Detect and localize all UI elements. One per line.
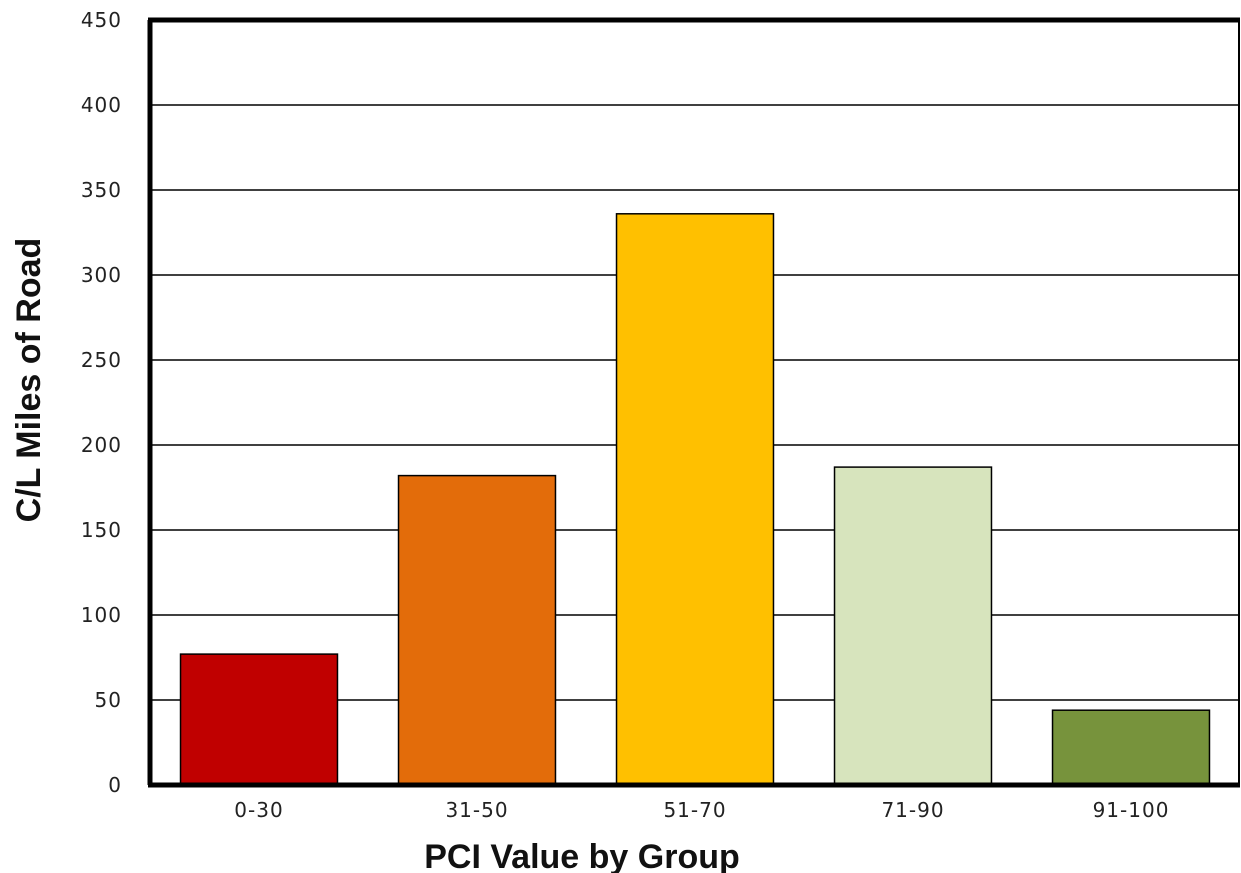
bar xyxy=(615,213,775,786)
bar xyxy=(833,466,993,786)
x-tick-label: 51-70 xyxy=(663,798,726,822)
plot-frame xyxy=(147,17,1240,788)
y-tick-label: 200 xyxy=(81,433,122,457)
y-axis-title: C/L Miles of Road xyxy=(10,238,48,523)
bar xyxy=(179,653,339,786)
y-tick-label: 300 xyxy=(81,263,122,287)
x-tick-labels: 0-30 31-50 51-70 71-90 91-100 xyxy=(234,798,1170,822)
y-tick-label: 100 xyxy=(81,603,122,627)
x-tick-label: 31-50 xyxy=(445,798,508,822)
y-tick-label: 50 xyxy=(95,688,122,712)
y-tick-labels: 0 50 100 150 200 250 300 350 400 450 xyxy=(81,8,122,797)
bar xyxy=(397,474,557,786)
y-tick-label: 350 xyxy=(81,178,122,202)
y-tick-label: 0 xyxy=(108,773,122,797)
y-tick-label: 150 xyxy=(81,518,122,542)
y-tick-label: 400 xyxy=(81,93,122,117)
x-axis-title: PCI Value by Group xyxy=(424,838,740,873)
y-tick-label: 250 xyxy=(81,348,122,372)
x-tick-label: 0-30 xyxy=(234,798,283,822)
y-tick-label: 450 xyxy=(81,8,122,32)
x-tick-label: 91-100 xyxy=(1093,798,1170,822)
bar xyxy=(1051,709,1211,786)
bars xyxy=(179,213,1211,786)
x-tick-label: 71-90 xyxy=(881,798,944,822)
